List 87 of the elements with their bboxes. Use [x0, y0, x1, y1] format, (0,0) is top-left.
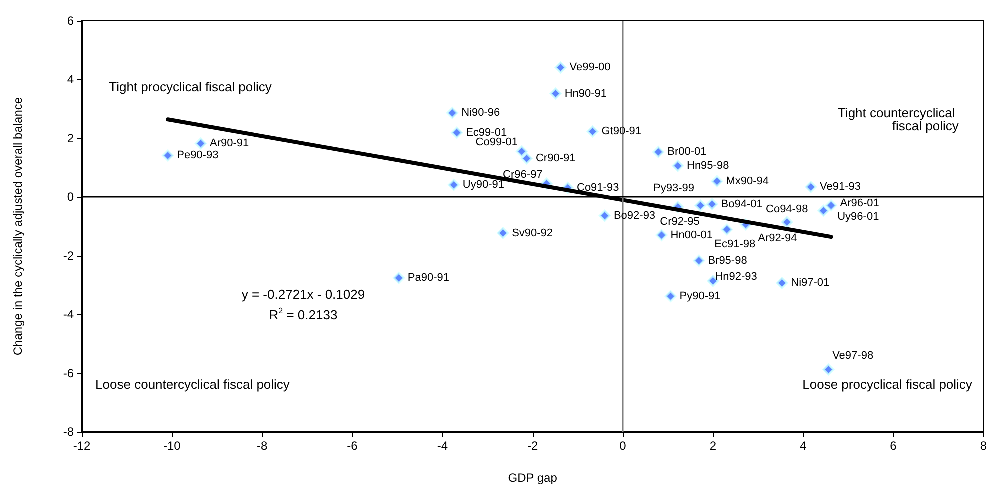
point [451, 126, 464, 139]
x-tick-label: 2 [710, 439, 717, 453]
point [694, 200, 707, 212]
point [516, 146, 528, 158]
annotation: Ni97-01 [791, 277, 830, 290]
annotation: Hn92-93 [715, 271, 758, 284]
annotation: Loose procyclical fiscal policy [802, 377, 973, 392]
annotation: Co91-93 [576, 182, 620, 194]
annotation: Cr90-91 [536, 152, 576, 165]
annotation: Ar96-01 [840, 198, 880, 210]
point [804, 181, 817, 194]
point [711, 176, 724, 188]
point [672, 160, 684, 172]
annotation: Ar92-94 [758, 232, 798, 245]
annotation: Loose countercyclical fiscal policy [96, 377, 290, 392]
annotation: Pa90-91 [408, 272, 450, 284]
x-tick-label: -2 [527, 439, 538, 453]
point [693, 254, 706, 267]
x-tick-label: 8 [980, 439, 988, 453]
annotation: Pe90-93 [177, 150, 219, 162]
annotation: Cr92-95 [660, 216, 700, 228]
y-tick-label: 6 [67, 14, 74, 28]
annotation: Bo94-01 [721, 198, 763, 210]
annotation: Br95-98 [708, 254, 748, 267]
annotation: Uy90-91 [462, 179, 505, 192]
point [586, 126, 599, 138]
point [721, 224, 734, 236]
annotation: Co94-98 [766, 203, 808, 216]
point [781, 216, 794, 228]
annotation: y = -0.2721x - 0.1029 [242, 286, 366, 302]
annotation: Mx90-94 [726, 176, 770, 188]
point [520, 152, 533, 165]
y-tick-label: -4 [63, 308, 74, 322]
y-tick-label: -8 [63, 425, 74, 439]
y-tick-label: 0 [67, 190, 74, 204]
annotation: Br00-01 [668, 146, 707, 158]
point [706, 198, 718, 210]
annotation: Ve97-98 [832, 350, 874, 362]
x-tick-label: -4 [437, 439, 448, 453]
x-tick-label: -6 [347, 439, 358, 453]
annotation: Ec91-98 [714, 238, 756, 251]
x-tick-label: 0 [620, 439, 627, 453]
annotation: Hn00-01 [670, 229, 713, 242]
x-axis-title: GDP gap [508, 471, 558, 485]
y-tick-label: 4 [67, 72, 74, 87]
annotation: Py93-99 [654, 182, 695, 195]
annotation: Tight procyclical fiscal policy [109, 79, 272, 94]
point [392, 272, 405, 284]
point [497, 227, 510, 240]
point [652, 146, 665, 158]
annotation: Sv90-92 [512, 227, 554, 240]
point [554, 62, 567, 74]
point [776, 277, 788, 290]
x-tick-label: 6 [890, 439, 898, 453]
annotation: Tight countercyclical fiscal policy [838, 106, 960, 134]
annotation: Gt90-91 [602, 126, 642, 138]
point [664, 290, 677, 302]
annotation: Hn90-91 [564, 88, 608, 100]
point [598, 210, 611, 222]
x-tick-label: -12 [73, 439, 91, 453]
annotation: Ar90-91 [210, 138, 250, 150]
point [656, 229, 668, 242]
annotation: Co99-01 [476, 136, 518, 149]
point [162, 150, 174, 162]
y-axis-title: Change in the cyclically adjusted overall balance [11, 97, 25, 356]
point [818, 204, 830, 217]
x-tick-label: 4 [800, 439, 807, 453]
point [195, 138, 208, 150]
y-tick-label: -2 [63, 248, 74, 263]
y-tick-label: -6 [63, 366, 74, 380]
x-tick-label: -10 [163, 439, 182, 453]
point [448, 179, 460, 192]
point [822, 364, 835, 376]
annotation: Py90-91 [680, 290, 721, 302]
annotation: Ve99-00 [570, 62, 611, 74]
annotation: Ve91-93 [820, 181, 861, 194]
annotation: Cr96-97 [503, 168, 543, 181]
annotation: Uy96-01 [838, 210, 880, 223]
y-tick-label: 2 [67, 131, 74, 146]
annotation: Ec99-01 [466, 126, 508, 139]
annotation: Ni90-96 [462, 107, 500, 120]
point [550, 88, 562, 100]
point [446, 107, 459, 120]
annotation: Bo92-93 [614, 210, 656, 222]
x-tick-label: -8 [256, 439, 268, 453]
point [825, 200, 838, 212]
annotation: Hn95-98 [687, 160, 730, 172]
